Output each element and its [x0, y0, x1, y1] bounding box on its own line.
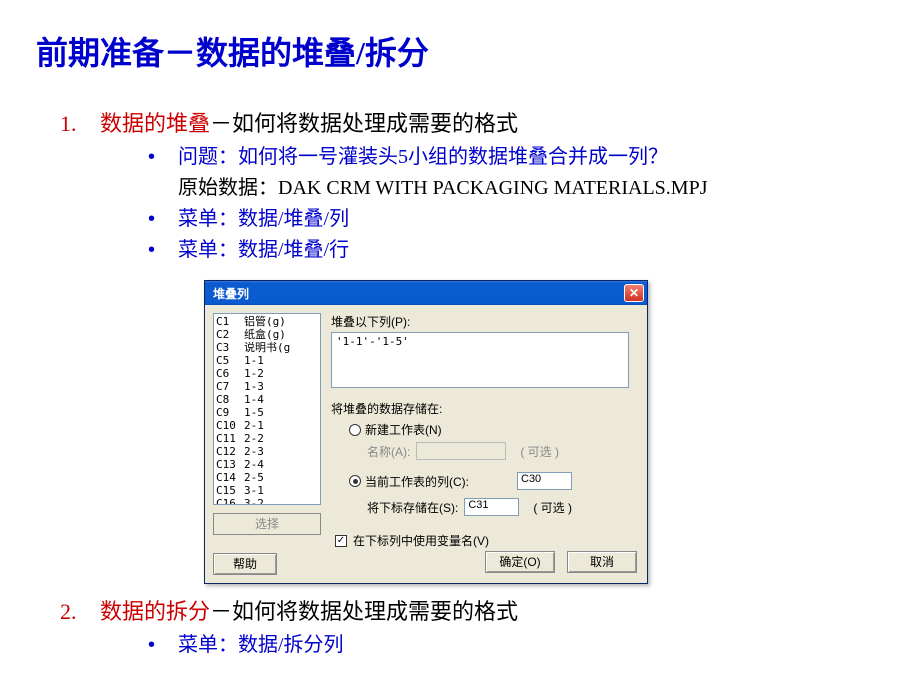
- dialog-titlebar[interactable]: 堆叠列 ✕: [205, 281, 647, 305]
- listbox-row[interactable]: C142-5: [216, 471, 318, 484]
- current-column-input[interactable]: C30: [517, 472, 572, 490]
- item2-menu1: 菜单：数据/拆分列: [178, 628, 344, 657]
- radio-new-worksheet[interactable]: [349, 424, 361, 436]
- stack-columns-input[interactable]: '1-1'-'1-5': [331, 332, 629, 388]
- radio-current-label: 当前工作表的列(C):: [365, 473, 469, 490]
- bullet-dot: •: [148, 146, 178, 169]
- listbox-row[interactable]: C132-4: [216, 458, 318, 471]
- name-optional: ( 可选 ): [520, 443, 559, 460]
- checkbox-row: ✓ 在下标列中使用变量名(V): [335, 532, 639, 549]
- item1-heading-red: 数据的堆叠: [100, 111, 210, 136]
- listbox-row[interactable]: C3说明书(g: [216, 341, 318, 354]
- item1-number: 1.: [60, 111, 100, 137]
- item2-heading-red: 数据的拆分: [100, 599, 210, 624]
- listbox-row[interactable]: C91-5: [216, 406, 318, 419]
- close-button[interactable]: ✕: [624, 284, 644, 302]
- name-input: [416, 442, 506, 460]
- listbox-row[interactable]: C61-2: [216, 367, 318, 380]
- item1-menu2: 菜单：数据/堆叠/行: [178, 233, 349, 262]
- section-2: 2. 数据的拆分－如何将数据处理成需要的格式 • 菜单：数据/拆分列: [60, 594, 518, 659]
- subscript-row: 将下标存储在(S): C31 ( 可选 ): [367, 498, 639, 516]
- slide-title: 前期准备－数据的堆叠/拆分: [0, 0, 920, 74]
- name-row: 名称(A): ( 可选 ): [367, 442, 639, 460]
- radio-current-column[interactable]: [349, 475, 361, 487]
- ok-button[interactable]: 确定(O): [485, 551, 555, 573]
- dialog-left-column: C1铝管(g)C2纸盒(g)C3说明书(gC51-1C61-2C71-3C81-…: [213, 313, 321, 575]
- radio-current-row: 当前工作表的列(C): C30: [349, 472, 639, 490]
- dialog-title: 堆叠列: [213, 285, 249, 302]
- listbox-row[interactable]: C122-3: [216, 445, 318, 458]
- cancel-button[interactable]: 取消: [567, 551, 637, 573]
- stack-columns-dialog: 堆叠列 ✕ C1铝管(g)C2纸盒(g)C3说明书(gC51-1C61-2C71…: [204, 280, 648, 584]
- listbox-row[interactable]: C102-1: [216, 419, 318, 432]
- radio-new-worksheet-row: 新建工作表(N): [349, 421, 639, 438]
- radio-new-label: 新建工作表(N): [365, 421, 442, 438]
- bullet-dot: •: [148, 634, 178, 657]
- columns-listbox[interactable]: C1铝管(g)C2纸盒(g)C3说明书(gC51-1C61-2C71-3C81-…: [213, 313, 321, 505]
- use-varname-checkbox[interactable]: ✓: [335, 535, 347, 547]
- stack-label: 堆叠以下列(P):: [331, 313, 639, 330]
- list-item-1: 1. 数据的堆叠－如何将数据处理成需要的格式: [60, 106, 920, 138]
- item2-number: 2.: [60, 599, 100, 625]
- list-item-2: 2. 数据的拆分－如何将数据处理成需要的格式: [60, 594, 518, 626]
- item1-heading-black: －如何将数据处理成需要的格式: [210, 111, 518, 136]
- subscript-input[interactable]: C31: [464, 498, 519, 516]
- listbox-row[interactable]: C71-3: [216, 380, 318, 393]
- dialog-body: C1铝管(g)C2纸盒(g)C3说明书(gC51-1C61-2C71-3C81-…: [205, 305, 647, 583]
- name-label: 名称(A):: [367, 443, 410, 460]
- bullet-dot: •: [148, 208, 178, 231]
- bullet-dot: •: [148, 239, 178, 262]
- item2-heading-black: －如何将数据处理成需要的格式: [210, 599, 518, 624]
- item1-menu1: 菜单：数据/堆叠/列: [178, 202, 349, 231]
- help-button[interactable]: 帮助: [213, 553, 277, 575]
- dialog-right-column: 堆叠以下列(P): '1-1'-'1-5' 将堆叠的数据存储在: 新建工作表(N…: [331, 313, 639, 575]
- subscript-label: 将下标存储在(S):: [367, 499, 458, 516]
- item1-src-text: DAK CRM WITH PACKAGING MATERIALS.MPJ: [278, 177, 708, 199]
- listbox-row[interactable]: C2纸盒(g): [216, 328, 318, 341]
- listbox-row[interactable]: C112-2: [216, 432, 318, 445]
- item1-src-label: 原始数据：: [178, 177, 278, 199]
- slide-content: 1. 数据的堆叠－如何将数据处理成需要的格式 • 问题：如何将一号灌装头5小组的…: [0, 74, 920, 262]
- item1-q-text: 如何将一号灌装头5小组的数据堆叠合并成一列？: [238, 146, 668, 168]
- item1-bullets: • 问题：如何将一号灌装头5小组的数据堆叠合并成一列？ 原始数据：DAK CRM…: [60, 140, 920, 262]
- select-button[interactable]: 选择: [213, 513, 321, 535]
- listbox-row[interactable]: C51-1: [216, 354, 318, 367]
- listbox-row[interactable]: C1铝管(g): [216, 315, 318, 328]
- listbox-row[interactable]: C153-1: [216, 484, 318, 497]
- item2-bullets: • 菜单：数据/拆分列: [60, 628, 518, 657]
- dialog-button-row: 确定(O) 取消: [485, 551, 637, 573]
- subscript-optional: ( 可选 ): [533, 499, 572, 516]
- checkbox-label: 在下标列中使用变量名(V): [353, 532, 489, 549]
- store-label: 将堆叠的数据存储在:: [331, 400, 639, 417]
- close-icon: ✕: [629, 286, 639, 300]
- listbox-row[interactable]: C81-4: [216, 393, 318, 406]
- listbox-row[interactable]: C163-2: [216, 497, 318, 505]
- item1-q-label: 问题：: [178, 146, 238, 168]
